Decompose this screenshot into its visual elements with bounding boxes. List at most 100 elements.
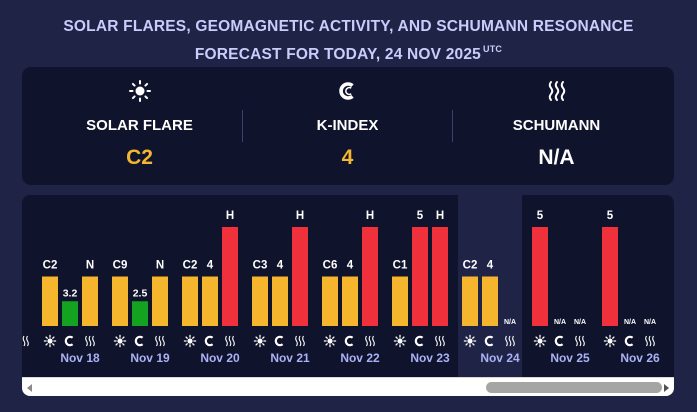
date-label: Nov 25 [550, 351, 590, 365]
magnet-icon [414, 335, 424, 347]
wave-icon [85, 335, 95, 347]
sun-icon [463, 334, 477, 348]
forecast-bar[interactable] [412, 227, 428, 326]
magnet-icon [64, 335, 74, 347]
forecast-bar[interactable] [362, 227, 378, 326]
summary-k-index: K-INDEX 4 [239, 67, 456, 185]
magnet-icon [204, 335, 214, 347]
sun-icon [253, 334, 267, 348]
bar-value-label: N/A [554, 319, 566, 326]
wave-icon [295, 335, 305, 347]
wave-icon [22, 335, 29, 347]
bar-value-label: 4 [207, 260, 214, 272]
bar-value-label: H [366, 210, 374, 222]
magnet-icon [134, 335, 144, 347]
date-label: Nov 18 [60, 351, 100, 365]
forecast-bar[interactable] [132, 301, 148, 326]
magnet-icon [239, 79, 456, 103]
wave-icon [225, 335, 235, 347]
page-title: SOLAR FLARES, GEOMAGNETIC ACTIVITY, AND … [0, 16, 697, 66]
summary-solar-flare: SOLAR FLARE C2 [31, 67, 248, 185]
bar-value-label: N/A [644, 319, 656, 326]
wave-icon [505, 335, 515, 347]
magnet-icon [484, 335, 494, 347]
bar-value-label: H [226, 210, 234, 222]
forecast-bar[interactable] [152, 276, 168, 327]
bar-value-label: 3.2 [63, 287, 78, 299]
sun-icon [323, 334, 337, 348]
date-label: Nov 24 [480, 351, 520, 365]
wave-icon [365, 335, 375, 347]
date-label: Nov 21 [270, 351, 310, 365]
summary-divider [452, 110, 453, 142]
scrollbar-thumb[interactable] [486, 382, 662, 393]
forecast-bar[interactable] [602, 227, 618, 326]
bar-value-label: 4 [347, 260, 354, 272]
bar-value-label: 2.5 [133, 287, 148, 299]
forecast-bar[interactable] [532, 227, 548, 326]
forecast-bar[interactable] [292, 227, 308, 326]
horizontal-scrollbar[interactable] [22, 377, 674, 396]
date-label: Nov 19 [130, 351, 170, 365]
wave-icon [155, 335, 165, 347]
forecast-bar[interactable] [482, 276, 498, 327]
bar-value-label: N [86, 260, 94, 272]
title-date: FORECAST FOR TODAY, 24 NOV 2025 [194, 46, 482, 63]
forecast-bar[interactable] [202, 276, 218, 327]
forecast-bar[interactable] [62, 301, 78, 326]
forecast-bar[interactable] [432, 227, 448, 326]
forecast-bar[interactable] [42, 276, 58, 327]
forecast-bar[interactable] [272, 276, 288, 327]
title-line-2: FORECAST FOR TODAY, 24 NOV 2025 UTC [0, 38, 697, 66]
sun-icon [603, 334, 617, 348]
wave-icon [435, 335, 445, 347]
forecast-bar[interactable] [182, 276, 198, 327]
bar-value-label: H [436, 210, 444, 222]
forecast-bar[interactable] [392, 276, 408, 327]
scroll-right-arrow-icon[interactable] [660, 382, 672, 394]
summary-divider [242, 110, 243, 142]
forecast-bar[interactable] [322, 276, 338, 327]
forecast-bar[interactable] [222, 227, 238, 326]
bar-value-label: 5 [417, 210, 424, 222]
schumann-value: N/A [538, 146, 575, 169]
bar-value-label: C2 [43, 260, 58, 272]
forecast-bar[interactable] [462, 276, 478, 327]
forecast-chart-panel[interactable]: H C2 3.2 N Nov 18 C9 2.5 N Nov 19 C2 4 H Nov 20 C3 4 H N… [22, 195, 674, 396]
sun-icon [183, 334, 197, 348]
sun-icon [533, 334, 547, 348]
date-label: Nov 20 [200, 351, 240, 365]
title-utc-suffix: UTC [483, 44, 503, 54]
magnet-icon [554, 335, 564, 347]
forecast-bar[interactable] [252, 276, 268, 327]
bar-value-label: C6 [323, 260, 338, 272]
summary-panel: SOLAR FLARE C2 K-INDEX 4 SCHUMANN N/A [22, 67, 674, 185]
date-label: Nov 26 [620, 351, 660, 365]
magnet-icon [344, 335, 354, 347]
bar-value-label: H [296, 210, 304, 222]
date-label: Nov 22 [340, 351, 380, 365]
sun-icon [31, 79, 248, 103]
bar-value-label: C2 [183, 260, 198, 272]
forecast-chart: H C2 3.2 N Nov 18 C9 2.5 N Nov 19 C2 4 H Nov 20 C3 4 H N… [22, 195, 660, 377]
sun-icon [43, 334, 57, 348]
forecast-bar[interactable] [112, 276, 128, 327]
bar-value-label: C9 [113, 260, 128, 272]
bar-value-label: C1 [393, 260, 408, 272]
bar-value-label: 4 [277, 260, 284, 272]
scroll-left-arrow-icon[interactable] [24, 382, 36, 394]
k-index-value: 4 [341, 146, 354, 169]
solar-flare-label: SOLAR FLARE [86, 117, 193, 134]
wave-icon [448, 79, 665, 103]
magnet-icon [624, 335, 634, 347]
forecast-bar[interactable] [342, 276, 358, 327]
solar-flare-value: C2 [126, 146, 153, 169]
wave-icon [575, 335, 585, 347]
bar-value-label: N/A [624, 319, 636, 326]
title-line-1: SOLAR FLARES, GEOMAGNETIC ACTIVITY, AND … [63, 18, 634, 35]
wave-icon [645, 335, 655, 347]
bar-value-label: N [156, 260, 164, 272]
forecast-bar[interactable] [82, 276, 98, 327]
k-index-label: K-INDEX [316, 117, 379, 134]
bar-value-label: 5 [537, 210, 544, 222]
